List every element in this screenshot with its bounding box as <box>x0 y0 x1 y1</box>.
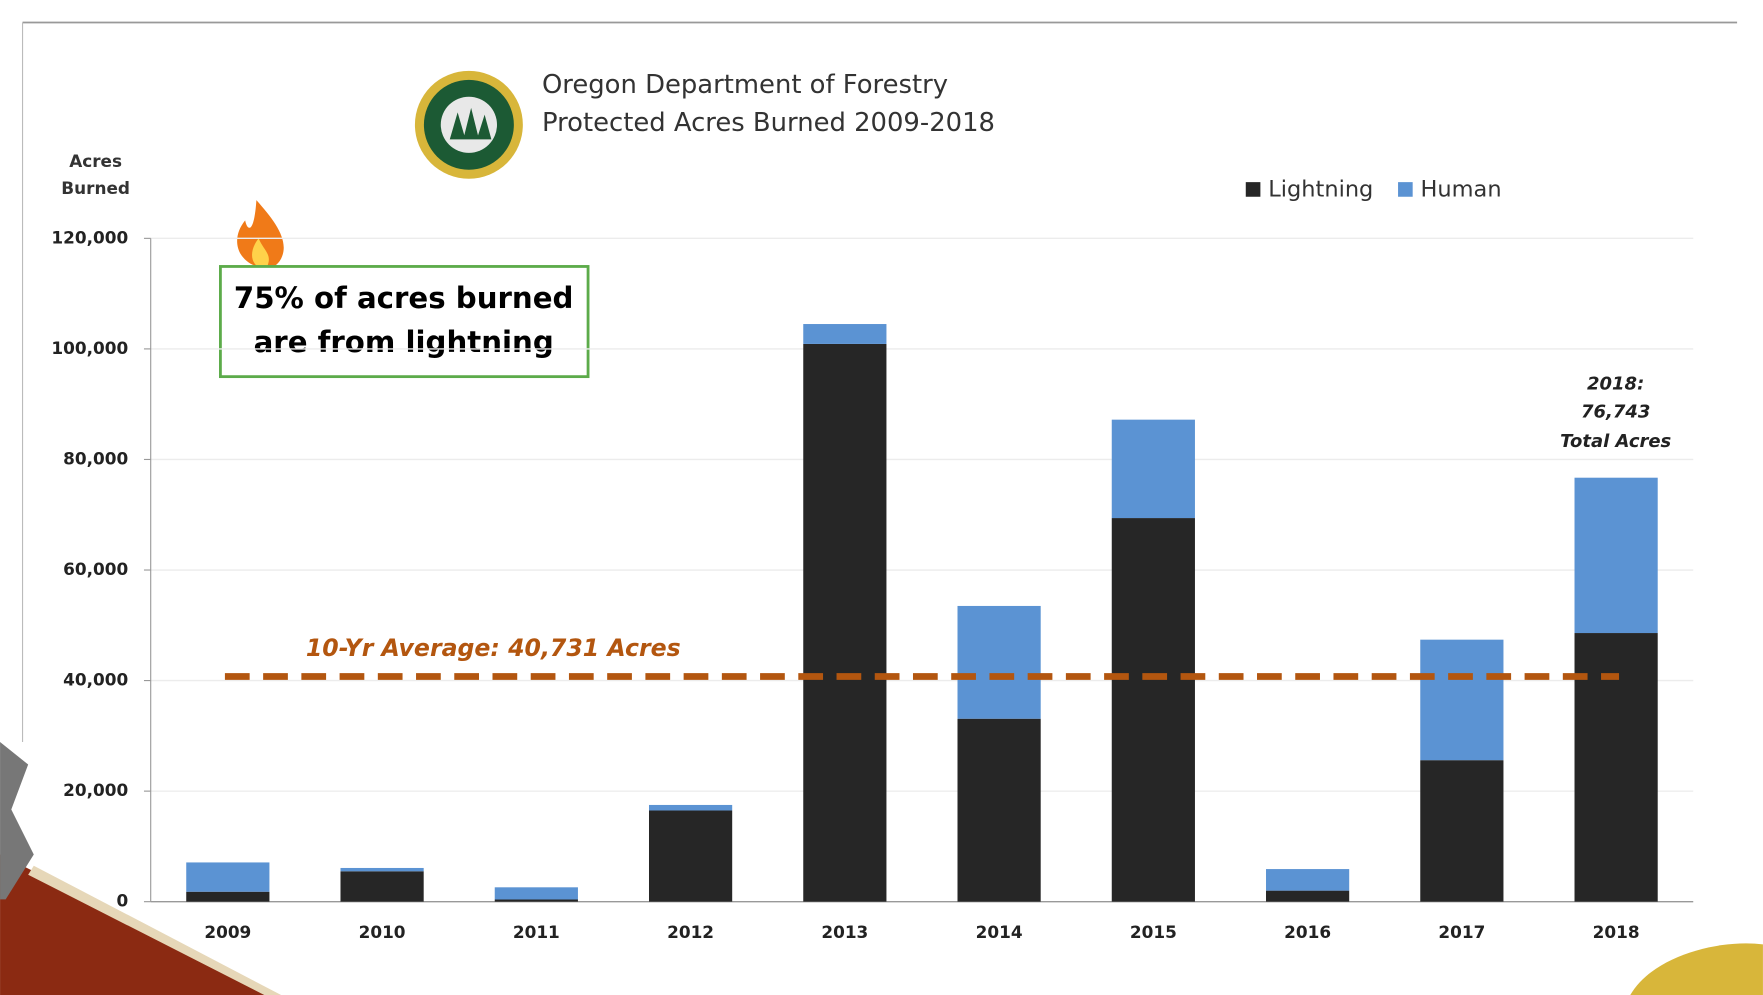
bar-segment <box>1420 760 1504 902</box>
flame-icon <box>237 200 284 269</box>
x-tick-label: 2016 <box>1284 922 1331 942</box>
y-tick-label: 20,000 <box>63 780 128 800</box>
bar-segment <box>1574 477 1658 634</box>
y-tick-label: 40,000 <box>63 670 128 690</box>
y-tick-label: 0 <box>116 891 128 911</box>
bar-segment <box>1111 419 1195 519</box>
y-tick-label: 80,000 <box>63 448 128 468</box>
x-tick-label: 2012 <box>667 922 714 942</box>
legend-swatch <box>1398 182 1413 197</box>
y-tick-label: 100,000 <box>51 338 128 358</box>
bar-segment <box>1266 869 1350 891</box>
decoration <box>0 742 1763 995</box>
bar-segment <box>340 867 424 872</box>
bar-segment <box>186 891 270 902</box>
y-tick-label: 60,000 <box>63 559 128 579</box>
x-tick-label: 2014 <box>976 922 1023 942</box>
bar-segment <box>648 804 733 811</box>
total-note: 2018: <box>1587 374 1644 395</box>
bar-segment <box>1266 890 1350 902</box>
bar-segment <box>1111 518 1195 902</box>
odf-logo <box>414 70 523 179</box>
bar-segment <box>186 862 270 892</box>
callout-text: are from lightning <box>254 325 554 359</box>
average-label: 10-Yr Average: 40,731 Acres <box>306 634 681 662</box>
x-tick-label: 2009 <box>204 922 251 942</box>
legend-label: Human <box>1421 177 1502 203</box>
legend-label: Lightning <box>1268 177 1373 203</box>
chart-title: Protected Acres Burned 2009-2018 <box>542 108 995 138</box>
y-tick-label: 120,000 <box>51 227 128 247</box>
y-axis-label: Acres <box>69 151 122 171</box>
callout-text: 75% of acres burned <box>234 281 574 315</box>
x-tick-label: 2017 <box>1438 922 1485 942</box>
x-tick-label: 2015 <box>1130 922 1177 942</box>
bar-segment <box>494 887 578 900</box>
bar-segment <box>957 718 1041 902</box>
x-tick-label: 2010 <box>359 922 406 942</box>
total-note: 76,743 <box>1581 402 1650 423</box>
y-axis-label: Burned <box>61 178 130 198</box>
bar-segment <box>494 899 578 902</box>
bar-segment <box>340 871 424 902</box>
x-tick-label: 2011 <box>513 922 560 942</box>
callout-box <box>219 265 590 379</box>
bar-segment <box>1420 639 1504 761</box>
x-tick-label: 2018 <box>1593 922 1640 942</box>
bar-segment <box>803 324 887 344</box>
chart-title: Oregon Department of Forestry <box>542 70 948 100</box>
bar-segment <box>803 343 887 902</box>
bar-segment <box>957 605 1041 719</box>
callout: 75% of acres burned are from lightning <box>219 265 590 379</box>
x-tick-label: 2013 <box>821 922 868 942</box>
bar-segment <box>648 810 733 902</box>
total-note: Total Acres <box>1560 431 1671 452</box>
legend-swatch <box>1245 182 1261 197</box>
